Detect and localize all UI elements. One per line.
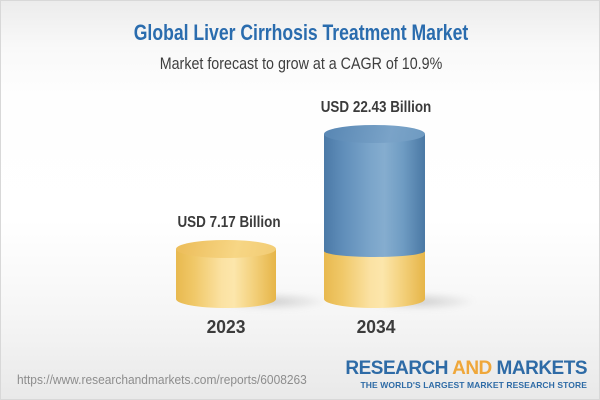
value-label-2023: USD 7.17 Billion — [177, 214, 281, 231]
logo-word-research: RESEARCH — [345, 358, 449, 379]
logo-tagline: THE WORLD'S LARGEST MARKET RESEARCH STOR… — [360, 380, 587, 390]
cylinder-2034-cap — [324, 125, 425, 143]
category-label-2023: 2023 — [206, 317, 246, 337]
cylinder-2034-growth-segment — [324, 134, 425, 257]
page-title: Global Liver Cirrhosis Treatment Market — [133, 20, 469, 45]
logo-word-markets: MARKETS — [496, 358, 588, 379]
report-url: https://www.researchandmarkets.com/repor… — [17, 372, 307, 387]
value-label-2034: USD 22.43 Billion — [320, 99, 432, 116]
category-label-2034: 2034 — [356, 317, 396, 337]
page-subtitle: Market forecast to grow at a CAGR of 10.… — [159, 54, 443, 73]
logo-wordmark: RESEARCH AND MARKETS — [345, 359, 587, 378]
research-and-markets-logo: RESEARCH AND MARKETS THE WORLD'S LARGEST… — [345, 359, 587, 390]
cylinder-2023-cap — [176, 240, 276, 258]
logo-word-and: AND — [452, 358, 492, 379]
cylinder-2034-base-segment — [324, 251, 425, 308]
cylinder-2023-body — [176, 249, 276, 308]
